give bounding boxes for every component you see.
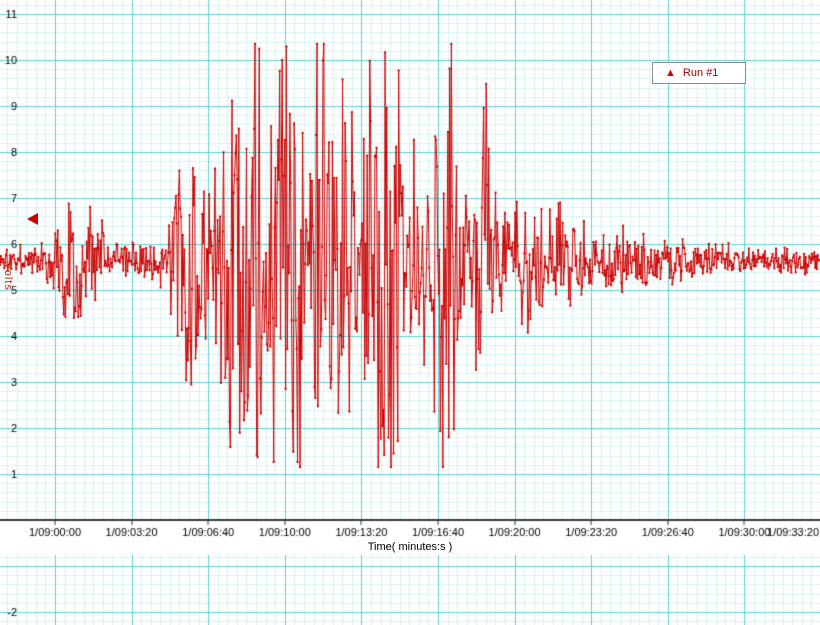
legend-label: Run #1 xyxy=(682,67,719,79)
legend-run-marker-icon: ▲ xyxy=(665,66,676,79)
x-axis-title: Time( minutes:s ) xyxy=(367,541,453,553)
level-marker-icon[interactable] xyxy=(27,213,38,225)
y-axis-title: Volts xyxy=(2,262,14,291)
legend[interactable]: ▲ Run #1 xyxy=(652,62,746,84)
